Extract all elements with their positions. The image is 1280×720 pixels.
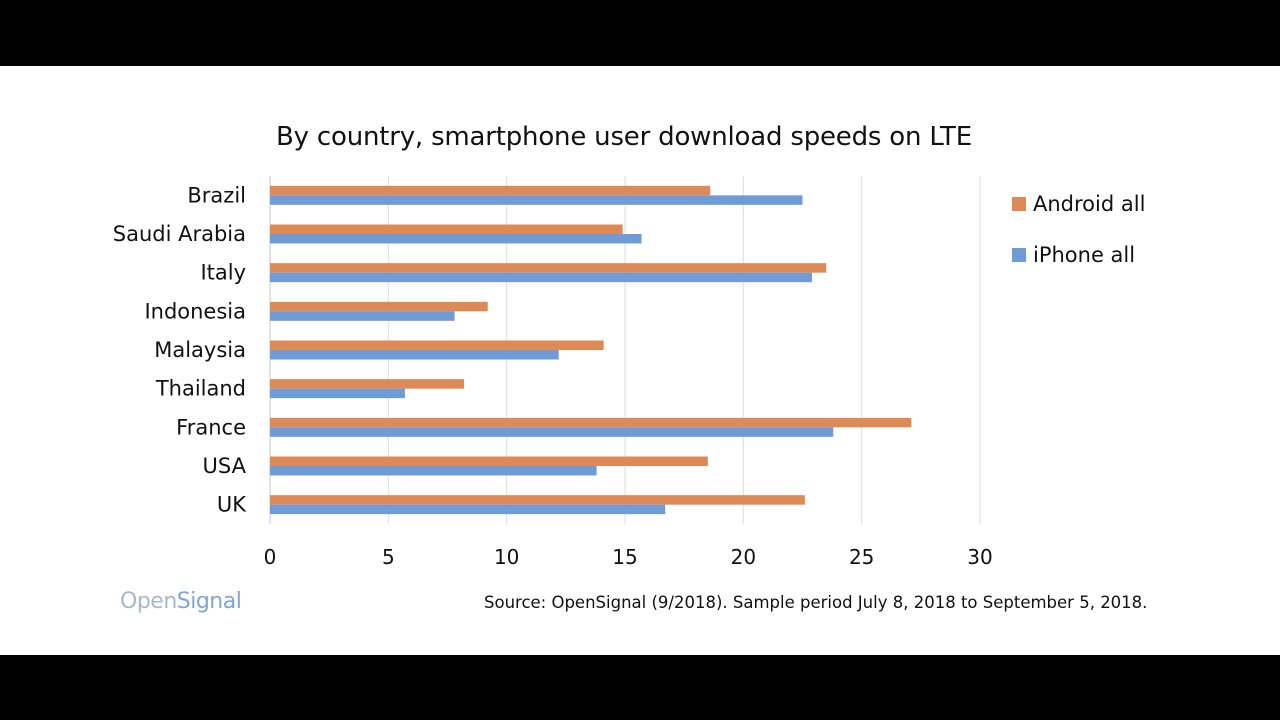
x-tick-label-10: 10 (494, 545, 519, 569)
bar-android-france (270, 417, 912, 428)
legend-label-iphone: iPhone all (1033, 243, 1136, 267)
bars (270, 185, 912, 515)
bar-iphone-saudi-arabia (270, 234, 642, 244)
category-label-italy: Italy (200, 261, 246, 285)
category-label-saudi-arabia: Saudi Arabia (113, 222, 246, 246)
x-tick-label-25: 25 (849, 545, 874, 569)
bar-android-saudi-arabia (270, 224, 623, 234)
bar-iphone-france (270, 427, 834, 437)
legend-item-iphone: iPhone all (1012, 242, 1145, 268)
x-tick-label-0: 0 (264, 545, 277, 569)
bar-iphone-malaysia (270, 350, 559, 360)
category-label-france: France (176, 415, 246, 439)
legend-swatch-iphone (1012, 248, 1026, 262)
category-label-usa: USA (203, 454, 247, 478)
category-label-malaysia: Malaysia (154, 338, 246, 362)
legend-swatch-android (1012, 197, 1026, 211)
bar-android-italy (270, 263, 827, 273)
logo-text-signal: Signal (176, 589, 242, 614)
bar-android-usa (270, 456, 708, 466)
bar-iphone-brazil (270, 195, 803, 205)
bar-iphone-thailand (270, 388, 405, 399)
x-tick-label-20: 20 (731, 545, 756, 569)
x-tick-labels: 0 5 10 15 20 25 30 (264, 545, 993, 569)
category-labels: Brazil Saudi Arabia Italy Indonesia Malaysia… (113, 183, 247, 516)
category-label-thailand: Thailand (155, 377, 246, 401)
bar-android-indonesia (270, 301, 488, 312)
bar-android-uk (270, 495, 805, 505)
category-label-indonesia: Indonesia (144, 299, 246, 323)
bar-iphone-indonesia (270, 311, 455, 321)
x-tick-label-30: 30 (967, 545, 992, 569)
chart-title: By country, smartphone user download spe… (276, 122, 972, 152)
bar-iphone-italy (270, 272, 812, 283)
source-note: Source: OpenSignal (9/2018). Sample peri… (484, 593, 1148, 612)
bar-chart: Brazil Saudi Arabia Italy Indonesia Malaysia… (113, 176, 993, 569)
bar-iphone-usa (270, 466, 597, 476)
opensignal-logo: OpenSignal (120, 589, 242, 614)
category-label-brazil: Brazil (187, 183, 246, 207)
x-tick-label-15: 15 (612, 545, 637, 569)
legend-item-android: Android all (1012, 191, 1145, 217)
bar-android-brazil (270, 185, 711, 196)
x-tick-label-5: 5 (382, 545, 395, 569)
logo-text-open: Open (120, 589, 177, 614)
chart-frame: By country, smartphone user download spe… (0, 66, 1280, 655)
bar-android-malaysia (270, 340, 604, 350)
bar-android-thailand (270, 379, 465, 389)
bar-iphone-uk (270, 504, 666, 515)
legend-label-android: Android all (1033, 192, 1146, 216)
category-label-uk: UK (217, 493, 247, 517)
legend: Android all iPhone all (1012, 191, 1145, 293)
